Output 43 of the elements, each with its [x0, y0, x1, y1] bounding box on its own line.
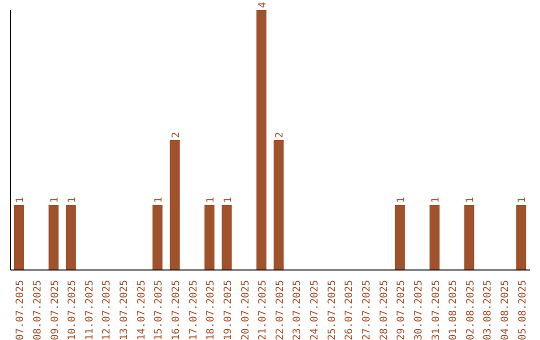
x-tick-label: 24.07.2025	[310, 280, 321, 340]
data-label: 1	[14, 196, 26, 203]
x-tick-label: 18.07.2025	[206, 280, 217, 340]
data-label: 1	[517, 196, 528, 203]
x-tick-label: 19.07.2025	[222, 280, 234, 340]
x-tick-label: 07.07.2025	[15, 280, 26, 340]
x-tick-label: 10.07.2025	[67, 280, 78, 340]
x-tick-label: 15.07.2025	[154, 280, 165, 340]
x-tick-label: 13.07.2025	[119, 280, 130, 340]
data-label: 1	[222, 196, 234, 203]
x-tick-label: 27.07.2025	[361, 280, 372, 340]
data-label: 1	[430, 196, 442, 203]
x-tick-label: 16.07.2025	[171, 280, 182, 340]
x-tick-label: 21.07.2025	[258, 280, 269, 340]
data-label: 1	[66, 196, 78, 203]
x-tick-label: 26.07.2025	[344, 280, 356, 340]
x-tick-label: 12.07.2025	[102, 280, 113, 340]
x-tick-label: 03.08.2025	[482, 280, 494, 340]
data-label: 2	[274, 132, 286, 138]
data-label: 1	[205, 196, 216, 203]
x-tick-label: 20.07.2025	[240, 280, 252, 340]
x-tick-label: 22.07.2025	[274, 280, 286, 340]
x-tick-label: 01.08.2025	[448, 280, 460, 340]
x-tick-label: 08.07.2025	[32, 280, 44, 340]
x-tick-label: 17.07.2025	[188, 280, 200, 340]
x-tick-label: 02.08.2025	[465, 280, 476, 340]
data-label: 1	[396, 196, 407, 203]
data-label: 4	[257, 2, 268, 8]
data-label: 1	[153, 196, 164, 203]
x-tick-label: 25.07.2025	[326, 280, 338, 340]
x-tick-label: 29.07.2025	[396, 280, 408, 340]
x-tick-label: 28.07.2025	[378, 280, 390, 340]
x-tick-label: 05.08.2025	[517, 280, 528, 340]
x-tick-label: 14.07.2025	[136, 280, 148, 340]
x-tick-label: 31.07.2025	[430, 280, 442, 340]
data-label: 2	[170, 132, 182, 138]
data-label: 1	[465, 196, 476, 203]
x-tick-label: 30.07.2025	[413, 280, 424, 340]
x-tick-label: 09.07.2025	[50, 280, 61, 340]
data-label: 1	[50, 196, 61, 203]
x-tick-label: 23.07.2025	[292, 280, 304, 340]
x-tick-label: 11.07.2025	[84, 280, 96, 340]
x-tick-label: 04.08.2025	[500, 280, 512, 340]
